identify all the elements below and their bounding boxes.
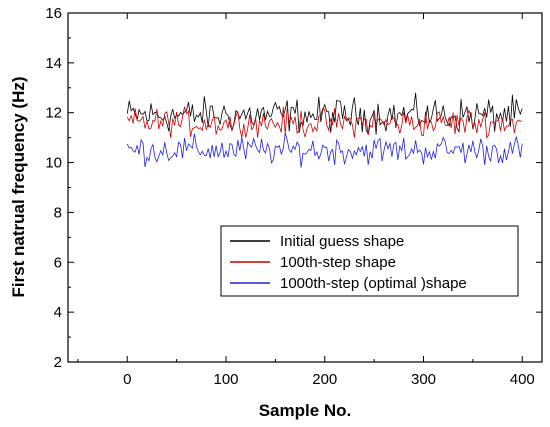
y-tick-label: 2 — [54, 354, 62, 371]
x-tick-label: 200 — [312, 371, 337, 388]
y-tick-label: 8 — [54, 204, 62, 221]
y-tick-label: 12 — [45, 105, 62, 122]
series-layer — [126, 92, 523, 168]
legend-label-1: Initial guess shape — [280, 233, 404, 250]
y-tick-label: 14 — [45, 55, 62, 72]
y-tick-label: 4 — [54, 304, 62, 321]
y-tick-label: 6 — [54, 254, 62, 271]
series-line-3 — [126, 132, 523, 168]
x-tick-label: 300 — [411, 371, 436, 388]
y-tick-label: 16 — [45, 5, 62, 22]
legend-label-2: 100th-step shape — [280, 254, 396, 271]
x-axis-title: Sample No. — [259, 401, 352, 420]
x-tick-label: 100 — [213, 371, 238, 388]
x-axis-ticks: 0 100 200 300 400 — [77, 13, 535, 388]
legend-label-3: 1000th-step (optimal )shape — [280, 275, 467, 292]
y-tick-label: 10 — [45, 155, 62, 172]
plot-frame — [67, 12, 543, 363]
x-tick-label: 400 — [510, 371, 535, 388]
y-axis-title: First natrual frequency (Hz) — [9, 76, 28, 297]
x-tick-label: 0 — [123, 371, 131, 388]
legend-box — [220, 225, 519, 297]
legend: Initial guess shape 100th-step shape 1000t… — [220, 225, 519, 297]
y-axis-ticks: 2 4 6 8 10 12 14 16 — [45, 5, 542, 371]
series-line-2 — [126, 106, 523, 139]
